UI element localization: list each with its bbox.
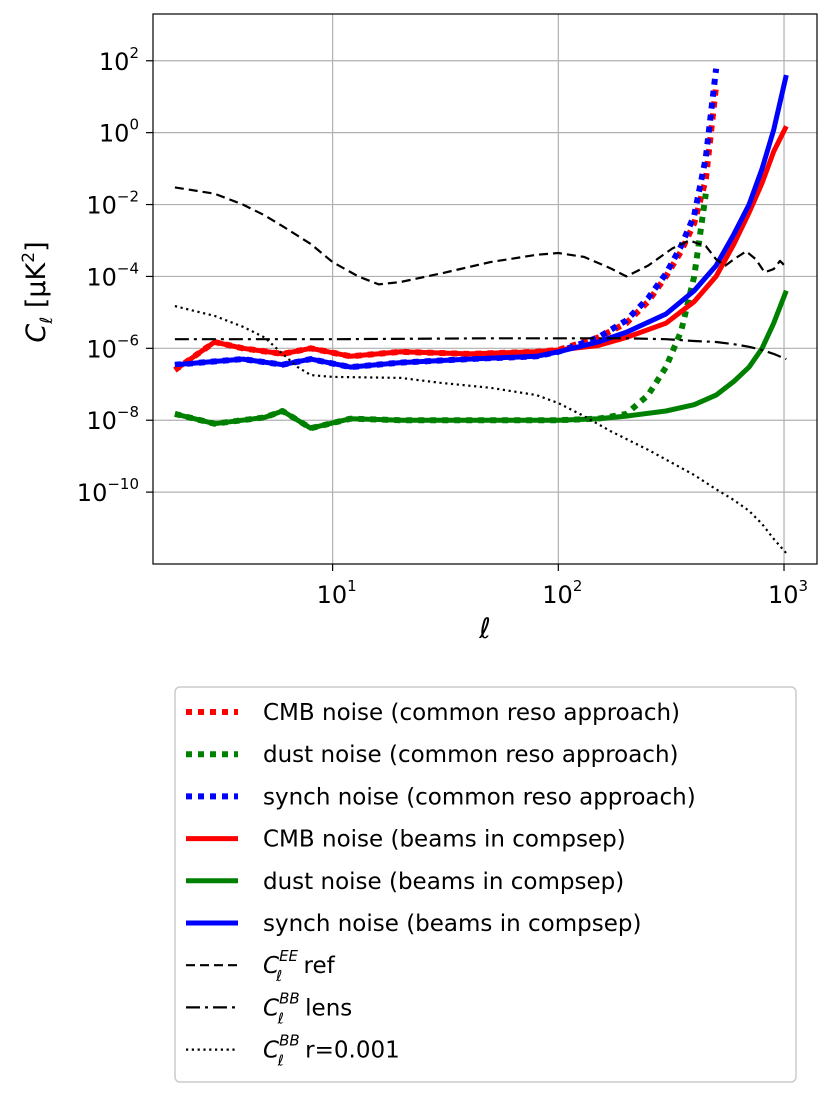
series-line-9 [174,305,788,554]
legend-label-2: dust noise (common reso approach) [263,742,679,768]
x-axis-ticks: 101 102 103 [317,564,808,609]
x-tick-label: 102 [542,577,582,609]
series-line-4 [173,125,789,373]
legend-box [174,686,797,1083]
series-line-2 [174,193,709,432]
y-tick-label: 10−4 [86,259,139,291]
legend-label-7: CEE ℓ ref [263,947,336,985]
y-tick-label: 102 [99,44,139,76]
legend-label-6: synch noise (beams in compsep) [263,911,641,937]
y-label-unit-open: [μK [21,261,52,316]
y-label-sub: ℓ [37,317,57,325]
grid [153,14,817,564]
legend-label-8: CBB ℓ lens [263,989,352,1027]
legend-label-5: dust noise (beams in compsep) [263,869,624,895]
y-tick-label: 10−10 [77,475,139,507]
series-line-6 [174,74,789,370]
y-label-unit-close: ] [21,241,52,252]
series-line-7 [174,186,788,286]
legend-label-1: CMB noise (common reso approach) [263,700,680,726]
x-tick-label: 103 [768,577,808,609]
x-axis-label: ℓ [478,612,491,645]
legend: CMB noise (common reso approach) dust noi… [174,686,797,1083]
y-tick-label: 100 [99,116,139,148]
series-line-8 [174,337,787,361]
y-tick-label: 10−8 [86,403,139,435]
legend-label-4: CMB noise (beams in compsep) [263,827,626,853]
plot-frame [152,13,818,565]
x-tick-label: 101 [317,577,357,609]
legend-entries: CMB noise (common reso approach) dust noi… [186,700,696,1070]
series-line-5 [174,289,789,431]
y-axis-label: Cℓ [μK2] [19,241,57,342]
y-tick-label: 10−6 [86,331,139,363]
y-label-unit-sup: 2 [19,252,39,263]
data-series [173,68,789,554]
y-label-main: C [21,324,52,343]
series-line-3 [174,68,720,371]
y-tick-label: 10−2 [86,188,139,220]
y-axis-ticks: 102 100 10−2 10−4 10−6 10−8 10−10 [77,44,153,507]
legend-label-9: CBB ℓ r=0.001 [263,1032,400,1070]
legend-label-3: synch noise (common reso approach) [263,784,696,810]
